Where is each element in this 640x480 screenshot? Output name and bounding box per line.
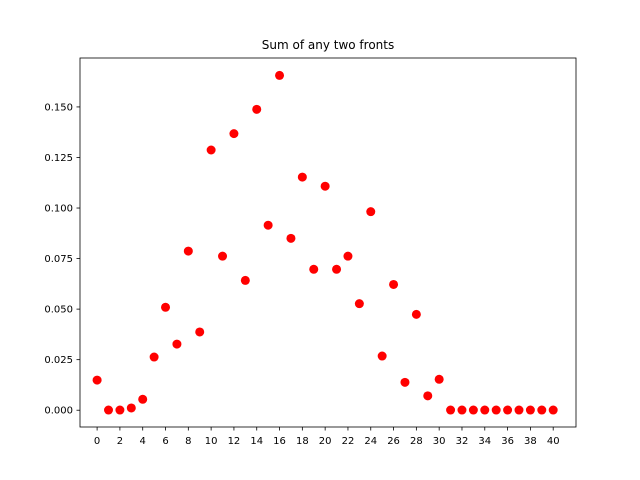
- data-point: [309, 264, 319, 274]
- data-point: [332, 264, 342, 274]
- data-point: [286, 233, 296, 243]
- data-point: [491, 405, 501, 415]
- y-tick-label: 0.050: [44, 305, 73, 316]
- x-tick-label: 24: [364, 436, 377, 447]
- data-point: [389, 279, 399, 289]
- data-point: [446, 405, 456, 415]
- y-tick-label: 0.150: [44, 102, 73, 113]
- x-tick-label: 8: [185, 436, 191, 447]
- data-point: [263, 220, 273, 230]
- data-point: [161, 302, 171, 312]
- y-tick-label: 0.000: [44, 406, 73, 417]
- data-point: [183, 246, 193, 256]
- data-point: [320, 181, 330, 191]
- data-point: [240, 275, 250, 285]
- x-tick-label: 4: [140, 436, 146, 447]
- data-point: [548, 405, 558, 415]
- x-tick-label: 16: [273, 436, 286, 447]
- x-tick-label: 6: [162, 436, 168, 447]
- data-point: [172, 339, 182, 349]
- x-tick-label: 0: [94, 436, 100, 447]
- y-tick-label: 0.125: [44, 153, 73, 164]
- data-point: [115, 405, 125, 415]
- x-tick-label: 26: [387, 436, 400, 447]
- x-tick-label: 36: [501, 436, 514, 447]
- data-point: [252, 104, 262, 114]
- data-point: [468, 405, 478, 415]
- y-axis-ticks: 0.000 0.025 0.050 0.075 0.100 0.125 0.150: [44, 102, 80, 417]
- data-point: [104, 405, 114, 415]
- x-tick-label: 18: [296, 436, 309, 447]
- data-point: [514, 405, 524, 415]
- data-point: [92, 375, 102, 385]
- data-point: [411, 309, 421, 319]
- y-tick-label: 0.075: [44, 254, 73, 265]
- data-point: [457, 405, 467, 415]
- chart-title: Sum of any two fronts: [262, 38, 394, 52]
- x-tick-label: 38: [524, 436, 537, 447]
- x-tick-label: 2: [117, 436, 123, 447]
- plot-area-frame: [79, 57, 577, 428]
- data-point: [195, 327, 205, 337]
- data-point: [354, 299, 364, 309]
- data-point: [343, 251, 353, 261]
- data-point: [275, 70, 285, 80]
- data-point: [434, 374, 444, 384]
- x-tick-label: 12: [228, 436, 241, 447]
- data-point: [377, 351, 387, 361]
- x-tick-label: 14: [250, 436, 263, 447]
- data-point: [366, 207, 376, 217]
- x-tick-label: 22: [342, 436, 355, 447]
- y-tick-label: 0.025: [44, 355, 73, 366]
- x-tick-label: 20: [319, 436, 332, 447]
- data-points: [92, 70, 558, 415]
- x-tick-label: 10: [205, 436, 218, 447]
- y-tick-label: 0.100: [44, 204, 73, 215]
- x-tick-label: 34: [478, 436, 491, 447]
- data-point: [423, 391, 433, 401]
- data-point: [138, 394, 148, 404]
- data-point: [149, 352, 159, 362]
- data-point: [126, 403, 136, 413]
- x-tick-label: 28: [410, 436, 423, 447]
- data-point: [400, 377, 410, 387]
- data-point: [525, 405, 535, 415]
- x-tick-label: 32: [456, 436, 469, 447]
- x-tick-label: 30: [433, 436, 446, 447]
- data-point: [218, 251, 228, 261]
- x-axis-ticks: 0 2 4 6 8 10 12 14 16 18 20 22 24 26 28 30 32 34 36 38 40: [94, 427, 560, 447]
- data-point: [206, 145, 216, 155]
- x-tick-label: 40: [547, 436, 560, 447]
- data-point: [537, 405, 547, 415]
- data-point: [503, 405, 513, 415]
- data-point: [229, 129, 239, 139]
- data-point: [297, 172, 307, 182]
- data-point: [480, 405, 490, 415]
